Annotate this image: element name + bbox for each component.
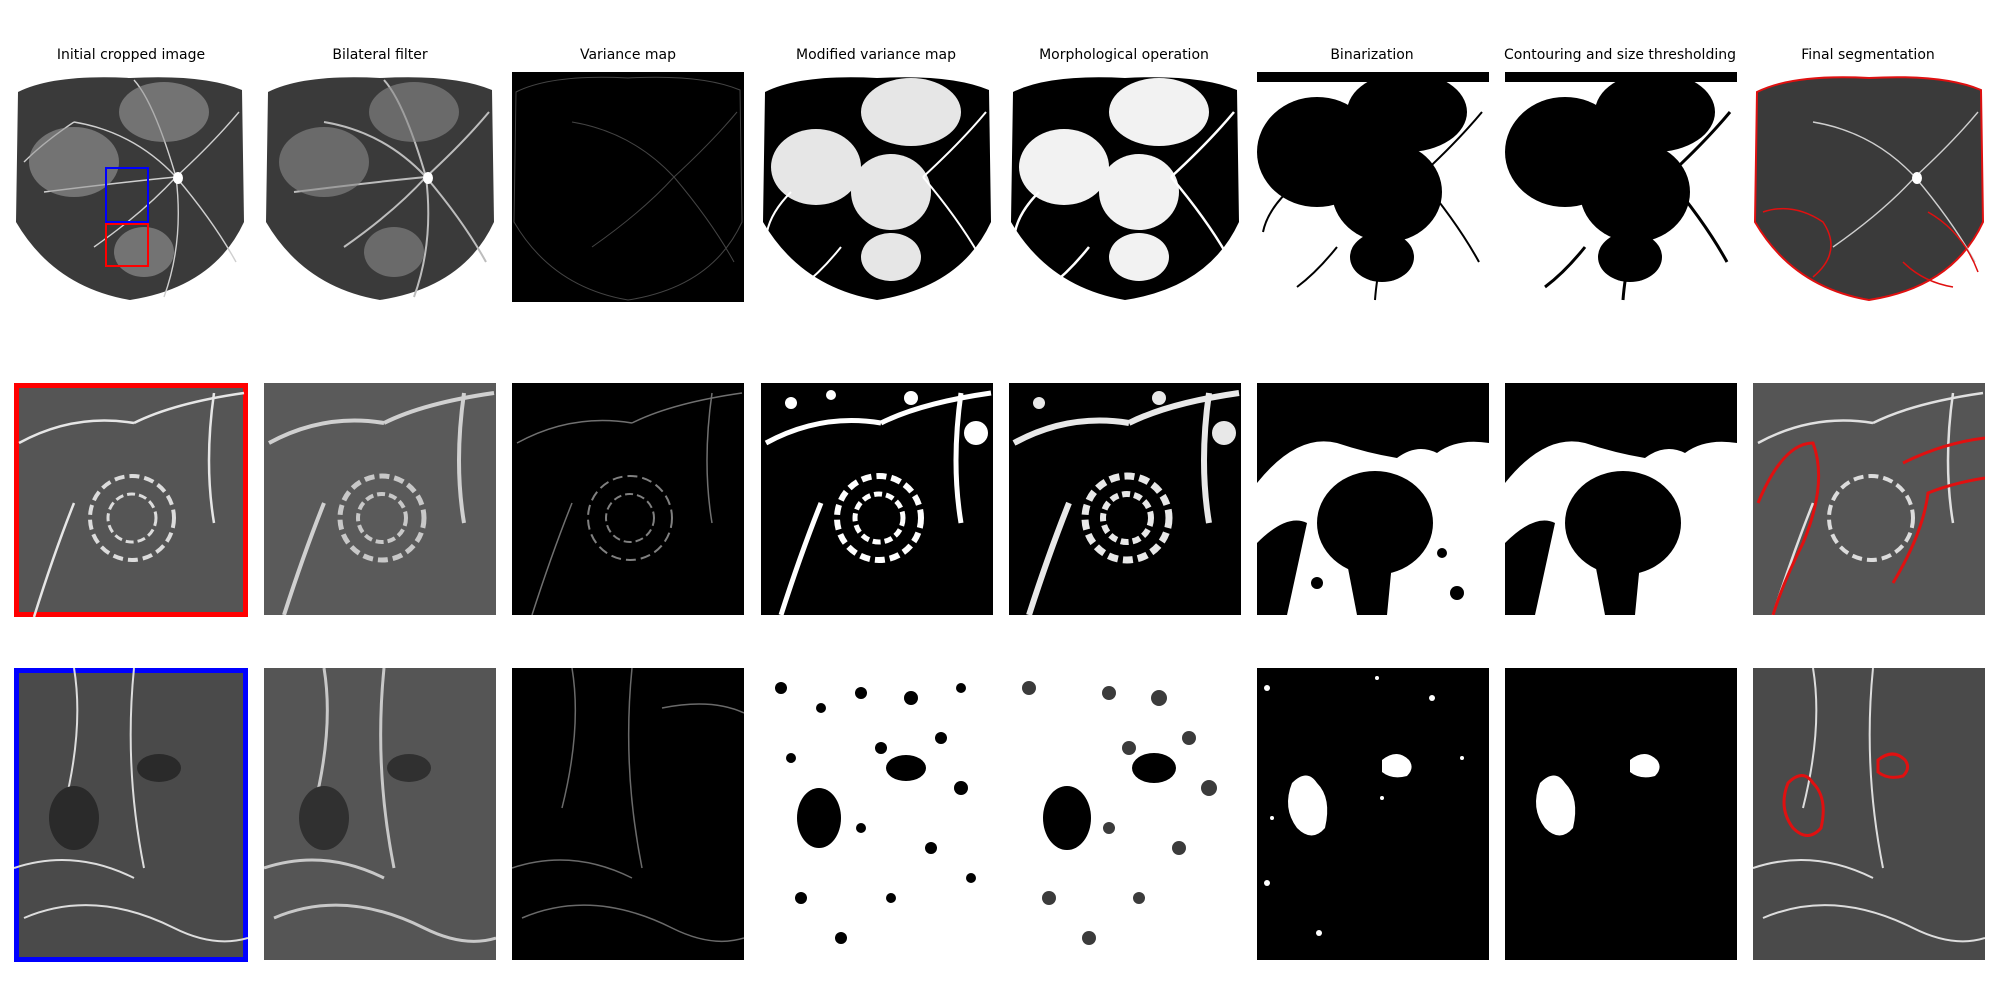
row3-morphological-blue-roi (1009, 668, 1241, 960)
row2-binarization-red-roi (1257, 383, 1489, 615)
row3-bilateral-blue-roi (264, 668, 496, 960)
row1-morphological-image (1009, 72, 1241, 302)
row1-contouring-image (1505, 72, 1737, 302)
row2-contouring-red-roi (1505, 383, 1737, 615)
col-title-initial: Initial cropped image (56, 47, 206, 63)
col-title-variance: Variance map (579, 47, 677, 63)
row2-modified-variance-red-roi (761, 383, 993, 615)
col-title-modified-variance: Modified variance map (795, 47, 956, 63)
row2-final-segmentation-red-roi (1753, 383, 1985, 615)
row1-binarization-image (1257, 72, 1489, 302)
row3-binarization-blue-roi (1257, 668, 1489, 960)
row2-bilateral-red-roi (264, 383, 496, 615)
col-title-contouring: Contouring and size thresholding (1504, 47, 1736, 63)
row3-contouring-blue-roi (1505, 668, 1737, 960)
row3-variance-blue-roi (512, 668, 744, 960)
row1-final-segmentation (1753, 72, 1985, 302)
col-title-final: Final segmentation (1801, 47, 1935, 63)
row1-initial-image (14, 72, 246, 302)
col-title-bilateral: Bilateral filter (332, 47, 428, 63)
row3-modified-variance-blue-roi (761, 668, 993, 960)
row2-morphological-red-roi (1009, 383, 1241, 615)
row1-bilateral-image (264, 72, 496, 302)
col-title-binarization: Binarization (1330, 47, 1414, 63)
row3-initial-blue-roi (14, 668, 248, 962)
row2-initial-red-roi (14, 383, 248, 617)
row1-modified-variance-map (761, 72, 993, 302)
row1-variance-map (512, 72, 744, 302)
row2-variance-red-roi (512, 383, 744, 615)
col-title-morphological: Morphological operation (1039, 47, 1209, 63)
row3-final-segmentation-blue-roi (1753, 668, 1985, 960)
